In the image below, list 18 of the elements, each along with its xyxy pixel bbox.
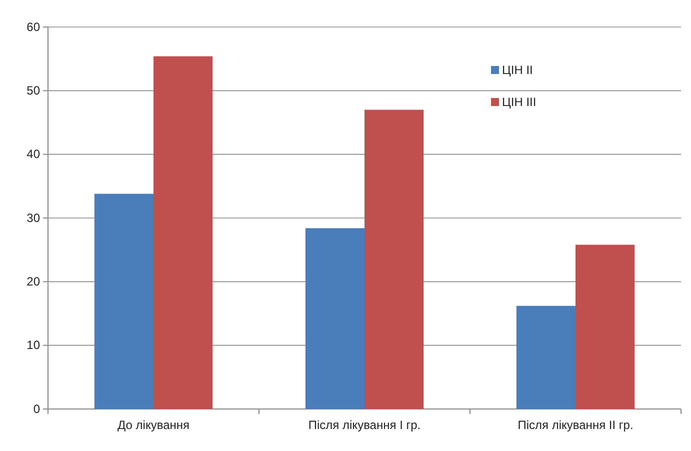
bar <box>364 110 424 409</box>
bar <box>516 306 576 409</box>
y-tick-label: 40 <box>26 147 40 162</box>
y-tick-label: 0 <box>33 402 40 416</box>
bar <box>305 228 364 409</box>
x-tick-label: До лікування <box>118 418 190 432</box>
x-tick-label: Після лікування І гр. <box>308 418 421 432</box>
legend-label: ЦІН ІІ <box>502 63 533 78</box>
y-tick-label: 60 <box>26 20 40 34</box>
bar <box>154 56 213 409</box>
y-tick-label: 30 <box>26 210 40 225</box>
bar <box>94 194 154 409</box>
y-tick-label: 50 <box>26 84 40 98</box>
y-tick-label: 10 <box>26 338 40 352</box>
legend-label: ЦІН ІІІ <box>502 95 536 110</box>
y-tick-label: 20 <box>26 274 40 289</box>
x-tick-label: Після лікування ІІ гр. <box>518 418 634 432</box>
bar <box>576 244 635 409</box>
